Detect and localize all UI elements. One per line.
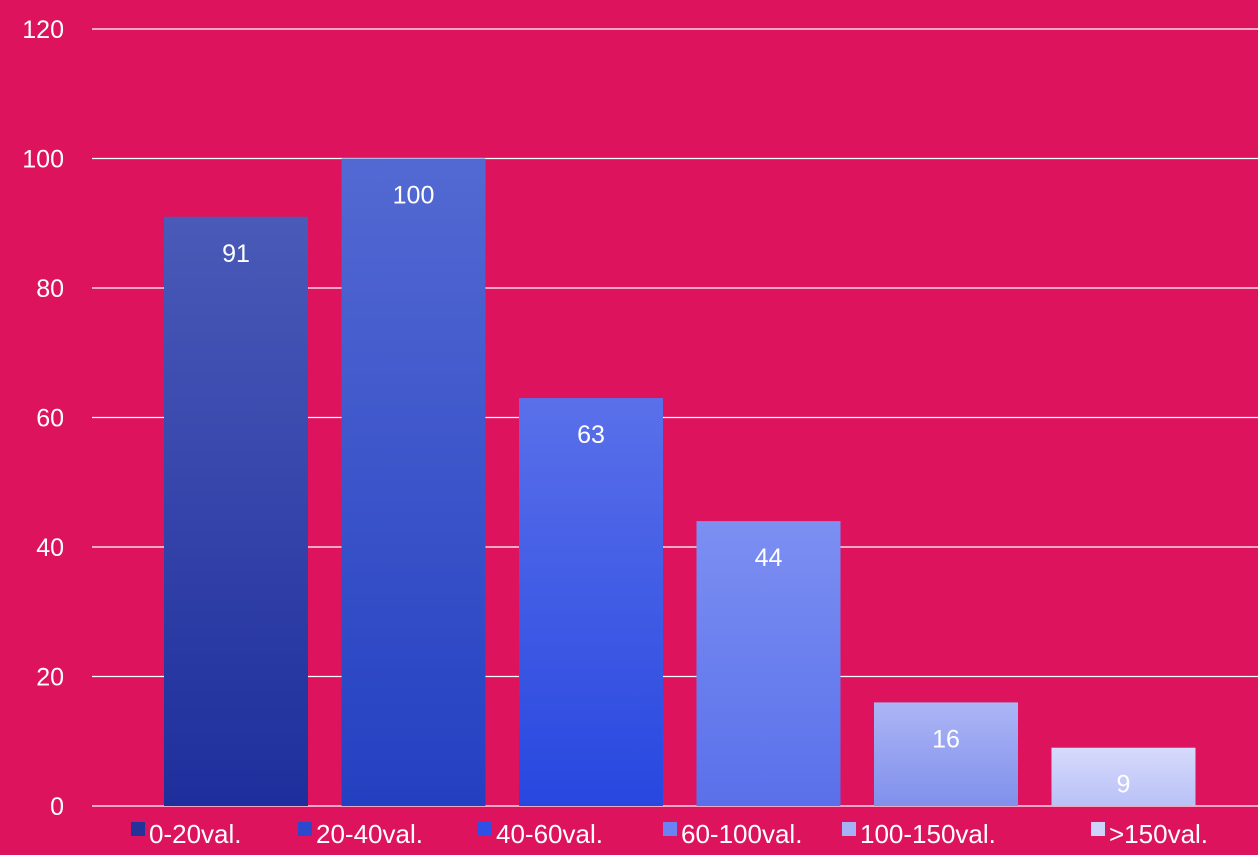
legend-swatch (298, 822, 312, 836)
y-tick-label: 0 (50, 793, 64, 821)
legend-label: 0-20val. (149, 819, 242, 849)
y-tick-label: 80 (36, 275, 64, 303)
legend-item: 100-150val. (842, 819, 996, 849)
bar-data-label: 100 (393, 182, 435, 210)
bar-data-label: 16 (932, 725, 960, 753)
bar-data-label: 9 (1117, 771, 1131, 799)
bar (519, 398, 663, 806)
legend-swatch (478, 822, 492, 836)
bar (164, 217, 308, 806)
legend-item: 20-40val. (298, 819, 423, 849)
legend-label: 100-150val. (860, 819, 996, 849)
legend-item: 40-60val. (478, 819, 603, 849)
legend-item: 60-100val. (663, 819, 802, 849)
bar (342, 159, 486, 807)
legend-label: 20-40val. (316, 819, 423, 849)
y-tick-label: 20 (36, 664, 64, 692)
legend-swatch (131, 822, 145, 836)
legend-swatch (842, 822, 856, 836)
legend-swatch (663, 822, 677, 836)
legend-label: 60-100val. (681, 819, 802, 849)
legend-label: >150val. (1109, 819, 1208, 849)
bar (874, 702, 1018, 806)
legend-label: 40-60val. (496, 819, 603, 849)
legend-swatch (1091, 822, 1105, 836)
y-tick-label: 120 (22, 16, 64, 44)
y-tick-label: 60 (36, 405, 64, 433)
y-tick-label: 100 (22, 146, 64, 174)
bar-data-label: 63 (577, 421, 605, 449)
y-tick-label: 40 (36, 534, 64, 562)
bar-data-label: 91 (222, 240, 250, 268)
bar-data-label: 44 (755, 544, 783, 572)
legend-item: >150val. (1091, 819, 1208, 849)
